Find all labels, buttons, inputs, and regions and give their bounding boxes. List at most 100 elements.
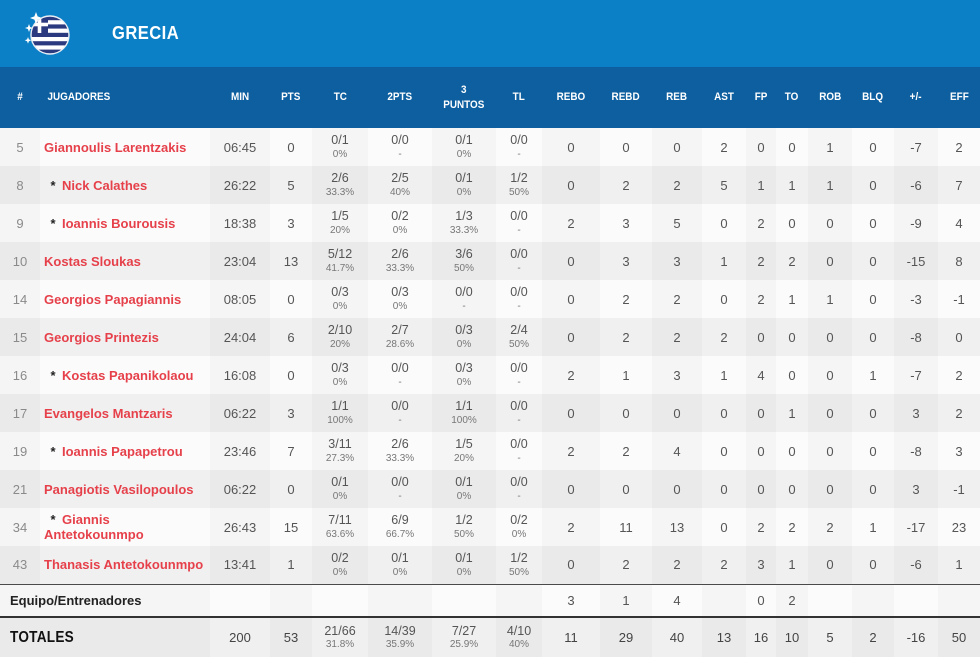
column-header-rob: ROB — [808, 67, 852, 128]
cell-rob: 0 — [808, 242, 852, 280]
player-name-link[interactable]: Thanasis Antetokounmpo — [44, 557, 204, 573]
cell-to: 2 — [776, 583, 808, 617]
cell-tl: 2/4 50% — [496, 318, 542, 356]
cell-to: 1 — [776, 166, 808, 204]
player-number: 43 — [0, 546, 40, 584]
cell-reb: 0 — [652, 394, 702, 432]
made-attempted: 0/2 — [331, 550, 349, 565]
made-attempted: 1/1 — [331, 399, 349, 414]
made-attempted: 0/0 — [391, 133, 409, 148]
cell-ast: 2 — [702, 546, 746, 584]
player-name-link[interactable]: Evangelos Mantzaris — [44, 405, 173, 421]
cell-p2: 2/6 33.3% — [368, 242, 432, 280]
cell-rebd: 29 — [600, 616, 652, 657]
cell-eff: 7 — [938, 166, 980, 204]
cell-pts: 5 — [270, 166, 312, 204]
player-number: 8 — [0, 166, 40, 204]
player-name-link[interactable]: Kostas Papanikolaou — [62, 367, 194, 383]
cell-to: 0 — [776, 318, 808, 356]
cell-eff: 50 — [938, 616, 980, 657]
player-number: 34 — [0, 508, 40, 546]
column-header-label: TL — [512, 91, 526, 104]
cell-player: Kostas Sloukas — [40, 242, 210, 280]
cell-fp: 2 — [746, 204, 776, 242]
cell-min: 26:43 — [210, 508, 270, 546]
cell-rob: 1 — [808, 128, 852, 166]
shooting-percentage: 66.7% — [385, 528, 415, 540]
cell-p3: 0/3 0% — [432, 356, 496, 394]
shooting-percentage: 28.6% — [385, 338, 415, 350]
player-name-link[interactable]: Georgios Papagiannis — [44, 291, 182, 307]
box-score-table: # JUGADORES MIN PTS TC 2PTS 3 PUNTOS TL REBO REBD… — [0, 67, 980, 657]
cell-ast: 0 — [702, 470, 746, 508]
cell-p2: 0/0- — [368, 128, 432, 166]
player-row: 16 * Kostas Papanikolaou 16:08 0 0/3 0% 0/0-0/3… — [0, 356, 980, 394]
cell-eff: 23 — [938, 508, 980, 546]
shooting-percentage: 0% — [456, 566, 472, 578]
cell-rob: 0 — [808, 470, 852, 508]
cell-rob: 0 — [808, 318, 852, 356]
cell-p3: 0/1 0% — [432, 128, 496, 166]
cell-to: 1 — [776, 394, 808, 432]
player-name-link[interactable]: Panagiotis Vasilopoulos — [44, 481, 194, 497]
made-attempted: 0/0 — [510, 361, 528, 376]
cell-tl: 1/2 50% — [496, 166, 542, 204]
cell-reb: 0 — [652, 128, 702, 166]
starter-marker: * — [50, 367, 56, 383]
cell-rebo: 3 — [542, 583, 600, 617]
made-attempted: 0/0 — [510, 437, 528, 452]
cell-fp: 4 — [746, 356, 776, 394]
cell-blq: 1 — [852, 356, 894, 394]
totals-label-cell: TOTALES — [0, 616, 210, 657]
shooting-percentage: - — [517, 414, 521, 426]
cell-player: Thanasis Antetokounmpo — [40, 546, 210, 584]
player-name-link[interactable]: Giannoulis Larentzakis — [44, 139, 187, 155]
column-header-label: ROB — [818, 91, 841, 104]
cell-rob: 1 — [808, 166, 852, 204]
player-name-link[interactable]: Ioannis Bourousis — [62, 215, 176, 231]
cell-to: 0 — [776, 128, 808, 166]
cell-pts: 0 — [270, 470, 312, 508]
cell-rebd: 3 — [600, 242, 652, 280]
player-number: 17 — [0, 394, 40, 432]
cell-ast: 13 — [702, 616, 746, 657]
cell-min: 16:08 — [210, 356, 270, 394]
cell-eff: 8 — [938, 242, 980, 280]
cell-reb: 4 — [652, 432, 702, 470]
cell-tc: 0/1 0% — [312, 128, 368, 166]
shooting-percentage: 31.8% — [325, 639, 355, 651]
made-attempted: 1/5 — [455, 437, 473, 452]
cell-fp: 0 — [746, 470, 776, 508]
cell-min: 23:04 — [210, 242, 270, 280]
cell-tc — [312, 583, 368, 617]
made-attempted: 0/0 — [510, 285, 528, 300]
cell-fp: 2 — [746, 280, 776, 318]
made-attempted: 0/3 — [331, 285, 349, 300]
cell-p2: 0/0- — [368, 470, 432, 508]
cell-rob: 0 — [808, 356, 852, 394]
cell-rebd: 2 — [600, 546, 652, 584]
player-name-link[interactable]: Georgios Printezis — [44, 329, 159, 345]
player-name-link[interactable]: Giannis Antetokounmpo — [44, 512, 144, 542]
cell-blq: 2 — [852, 616, 894, 657]
made-attempted: 0/3 — [455, 361, 473, 376]
cell-ast: 2 — [702, 318, 746, 356]
shooting-percentage: 0% — [456, 186, 472, 198]
player-name-link[interactable]: Kostas Sloukas — [44, 253, 141, 269]
cell-pts: 6 — [270, 318, 312, 356]
column-header-label: AST — [714, 91, 734, 104]
player-name-link[interactable]: Ioannis Papapetrou — [62, 443, 183, 459]
cell-rebo: 2 — [542, 356, 600, 394]
shooting-percentage: - — [398, 414, 402, 426]
player-name-link[interactable]: Nick Calathes — [62, 177, 148, 193]
cell-p3 — [432, 583, 496, 617]
cell-fp: 0 — [746, 394, 776, 432]
player-row: 8 * Nick Calathes 26:22 5 2/6 33.3% 2/5 40% 0/1 0%… — [0, 166, 980, 204]
cell-tc: 2/6 33.3% — [312, 166, 368, 204]
player-row: 9 * Ioannis Bourousis 18:38 3 1/5 20% 0/2 0% 1/3 3… — [0, 204, 980, 242]
cell-pm: -9 — [894, 204, 938, 242]
cell-player: * Giannis Antetokounmpo — [40, 508, 210, 546]
cell-p3: 1/5 20% — [432, 432, 496, 470]
cell-reb: 2 — [652, 546, 702, 584]
cell-pm: -3 — [894, 280, 938, 318]
